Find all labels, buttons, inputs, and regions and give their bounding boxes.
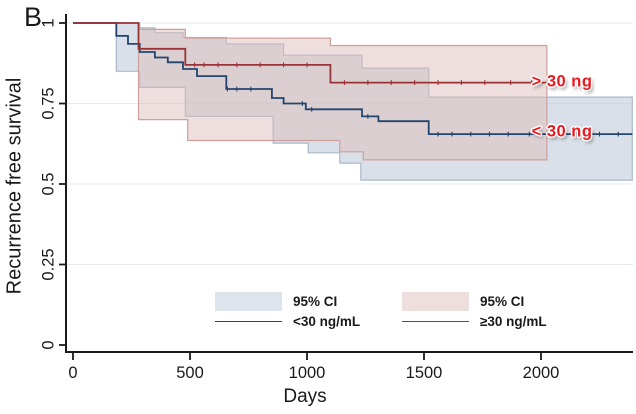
ci-band-red — [137, 28, 548, 161]
legend-label-line-blue: <30 ng/mL — [293, 313, 361, 329]
ci-band-swatch-red — [402, 291, 469, 311]
y-tick-label: 0.5 — [39, 173, 57, 196]
legend-label-ci-red: 95% CI — [480, 293, 525, 309]
legend-label-ci-blue: 95% CI — [293, 293, 338, 309]
legend-label-line-red: ≥30 ng/mL — [480, 313, 547, 329]
annotation-lt30-ng: < 30 ng — [531, 122, 593, 141]
y-tick-label: 1 — [39, 18, 57, 27]
x-tick-label: 1500 — [406, 364, 443, 382]
y-tick-label: 0 — [39, 340, 57, 349]
line-swatch-blue — [215, 320, 282, 322]
ci-band-swatch-blue — [215, 291, 282, 311]
legend-row-line-red: ≥30 ng/mL — [402, 311, 547, 331]
legend-group-ge30: 95% CI ≥30 ng/mL — [402, 291, 547, 331]
km-line-ge30 — [73, 22, 547, 84]
x-tick-label: 500 — [176, 364, 204, 382]
y-axis-label: Recurrence free survival — [3, 77, 26, 295]
y-tick-label: 0.75 — [39, 87, 57, 119]
legend-row-ci-blue: 95% CI — [215, 291, 360, 311]
annotation-ge30-ng: > 30 ng — [531, 72, 593, 91]
line-swatch-red — [402, 320, 469, 322]
x-tick-label: 2000 — [523, 364, 560, 382]
legend-row-line-blue: <30 ng/mL — [215, 311, 360, 331]
x-tick-label: 0 — [68, 364, 77, 382]
x-axis-label: Days — [283, 386, 327, 407]
x-tick-label: 1000 — [289, 364, 326, 382]
y-tick-label: 0.25 — [39, 248, 57, 280]
legend-row-ci-red: 95% CI — [402, 291, 547, 311]
legend-group-lt30: 95% CI <30 ng/mL — [215, 291, 360, 331]
panel-label: B — [24, 2, 43, 32]
